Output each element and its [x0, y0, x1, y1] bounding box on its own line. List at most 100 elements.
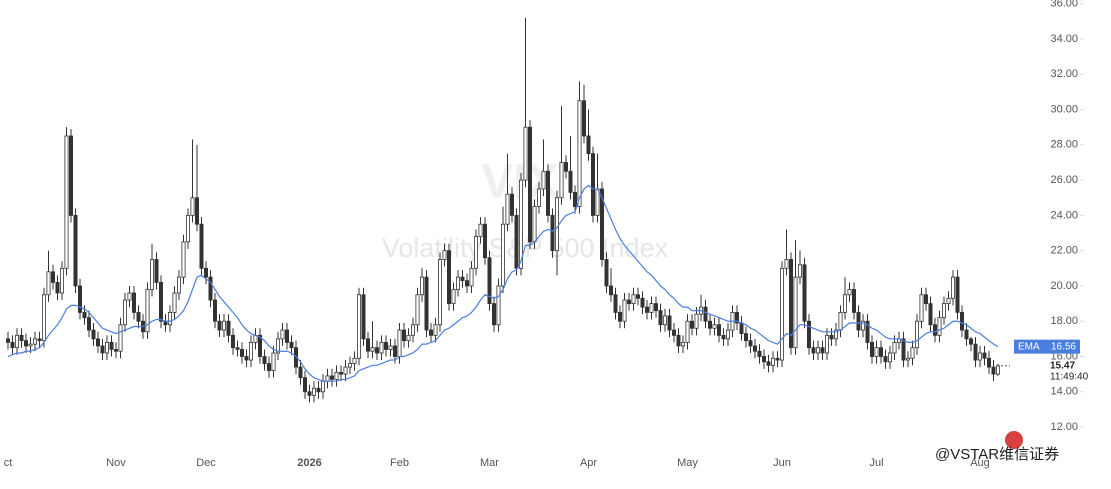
candle-body — [96, 338, 101, 347]
candle-body — [194, 197, 199, 225]
candle-body — [915, 320, 920, 349]
candle-body — [847, 289, 852, 296]
y-tick-label: 18.00 — [1050, 315, 1078, 327]
candle-body — [690, 320, 695, 329]
candle-body — [640, 297, 645, 308]
candle-body — [978, 352, 983, 361]
candle-body — [235, 347, 240, 350]
candle-body — [469, 267, 474, 287]
candle-body — [82, 312, 87, 319]
y-tick-label: 36.00 — [1050, 0, 1078, 10]
candle-body — [505, 193, 510, 225]
candle-body — [42, 294, 47, 342]
x-tick-label: May — [677, 457, 698, 469]
candle-body — [239, 349, 244, 357]
candle-body — [955, 276, 960, 313]
candle-body — [23, 340, 28, 347]
candle-body — [446, 250, 451, 304]
candle-body — [455, 276, 460, 290]
candle-body — [996, 365, 1001, 375]
candle-body — [541, 170, 546, 190]
ema-label-box — [1014, 339, 1080, 354]
candle-body — [226, 320, 231, 336]
candle-body — [919, 294, 924, 322]
brand-logo — [1005, 431, 1023, 449]
plot: 12.0014.0016.0018.0020.0022.0024.0026.00… — [4, 0, 1089, 469]
candle-body — [631, 294, 636, 304]
candle-body — [320, 380, 325, 393]
candle-body — [473, 236, 478, 269]
candle-body — [748, 340, 753, 347]
y-tick-label: 34.00 — [1050, 33, 1078, 45]
candle-body — [721, 334, 726, 340]
candle-body — [190, 197, 195, 216]
candle-body — [105, 341, 110, 354]
candle-body — [338, 371, 343, 375]
candle-body — [667, 315, 672, 331]
candle-body — [883, 356, 888, 363]
last-time-label: 11:49:40 — [1050, 371, 1089, 382]
candle-body — [636, 294, 641, 299]
y-tick-label: 28.00 — [1050, 139, 1078, 151]
y-tick-label: 22.00 — [1050, 245, 1078, 257]
y-tick-label: 12.00 — [1050, 421, 1078, 433]
x-tick-label: Nov — [106, 457, 126, 469]
candle-body — [928, 303, 933, 326]
candle-body — [329, 375, 334, 380]
candle-body — [892, 341, 897, 354]
candle-body — [60, 267, 65, 294]
candle-body — [275, 338, 280, 354]
candle-body — [942, 303, 947, 319]
candle-body — [451, 289, 456, 304]
candle-body — [591, 153, 596, 216]
candle-body — [374, 347, 379, 354]
candle-body — [343, 366, 348, 375]
candle-body — [352, 357, 357, 364]
candle-body — [658, 310, 663, 326]
candle-body — [91, 329, 96, 340]
candle-body — [973, 343, 978, 361]
candle-body — [568, 170, 573, 193]
candle-body — [280, 329, 285, 340]
candle-body — [613, 294, 618, 313]
candle-body — [316, 387, 321, 393]
candle-body — [564, 162, 569, 172]
candle-body — [960, 312, 965, 331]
candle-body — [519, 179, 524, 269]
x-tick-label: Feb — [390, 457, 409, 469]
candle-body — [33, 338, 38, 345]
candle-body — [244, 356, 249, 361]
candle-body — [681, 341, 686, 347]
y-tick-label: 26.00 — [1050, 174, 1078, 186]
candle-body — [843, 294, 848, 313]
candle-body — [595, 188, 600, 216]
candle-body — [969, 338, 974, 345]
candle-body — [820, 347, 825, 354]
candle-body — [51, 271, 56, 283]
candle-body — [937, 317, 942, 336]
candle-body — [370, 347, 375, 352]
candle-body — [946, 297, 951, 304]
candle-body — [208, 276, 213, 301]
candle-body — [28, 343, 33, 347]
candle-body — [924, 294, 929, 304]
candle-body — [856, 312, 861, 331]
candle-body — [523, 126, 528, 181]
candle-body — [212, 299, 217, 322]
candle-body — [185, 214, 190, 243]
candle-body — [199, 223, 204, 269]
candle-body — [514, 214, 519, 269]
candle-body — [600, 188, 605, 260]
candle-body — [532, 206, 537, 243]
candle-body — [325, 375, 330, 382]
candle-body — [766, 361, 771, 366]
candle-body — [649, 303, 654, 313]
candle-body — [496, 285, 501, 326]
candle-body — [406, 334, 411, 342]
candle-body — [401, 329, 406, 342]
candle-body — [55, 282, 60, 294]
candle-body — [798, 264, 803, 278]
candle-body — [69, 135, 74, 216]
candle-body — [951, 276, 956, 299]
candle-body — [654, 303, 659, 312]
